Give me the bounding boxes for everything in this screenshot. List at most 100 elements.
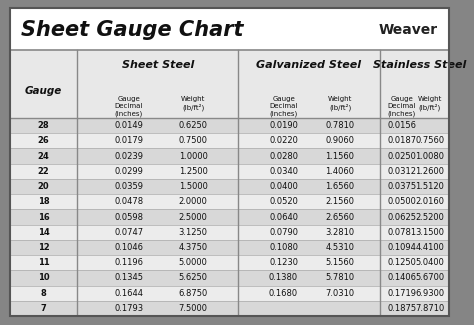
Text: 0.0239: 0.0239 — [114, 151, 144, 161]
Text: 2.5000: 2.5000 — [179, 213, 208, 222]
Text: 0.0250: 0.0250 — [388, 151, 417, 161]
Text: 1.2500: 1.2500 — [179, 167, 208, 176]
Bar — [9, 194, 449, 209]
Text: 8: 8 — [41, 289, 46, 298]
Text: 1.2600: 1.2600 — [415, 167, 445, 176]
Text: 5.6700: 5.6700 — [415, 273, 445, 282]
Text: Sheet Steel: Sheet Steel — [122, 60, 194, 70]
Bar — [9, 225, 449, 240]
Text: 7.0310: 7.0310 — [326, 289, 355, 298]
Text: 0.0190: 0.0190 — [269, 121, 298, 130]
Text: 2.5200: 2.5200 — [415, 213, 444, 222]
Text: 28: 28 — [38, 121, 49, 130]
Text: 0.9060: 0.9060 — [326, 136, 355, 145]
Bar — [9, 118, 449, 133]
Text: Galvanized Steel: Galvanized Steel — [256, 60, 362, 70]
Text: 0.0520: 0.0520 — [269, 197, 298, 206]
Text: Weight
(lb/ft²): Weight (lb/ft²) — [328, 96, 352, 111]
Text: 0.1196: 0.1196 — [114, 258, 144, 267]
Text: Gauge
Decimal
(inches): Gauge Decimal (inches) — [269, 96, 298, 117]
Text: 0.0375: 0.0375 — [387, 182, 417, 191]
Bar — [9, 286, 449, 301]
Text: 5.0400: 5.0400 — [415, 258, 444, 267]
Text: 0.1080: 0.1080 — [269, 243, 298, 252]
Text: Weaver: Weaver — [379, 23, 438, 37]
Text: 1.1560: 1.1560 — [326, 151, 355, 161]
Text: 0.0312: 0.0312 — [387, 167, 417, 176]
Text: 0.0781: 0.0781 — [387, 228, 417, 237]
Text: 1.0080: 1.0080 — [415, 151, 445, 161]
Text: 10: 10 — [38, 273, 49, 282]
Text: 0.0149: 0.0149 — [115, 121, 143, 130]
Text: 0.0179: 0.0179 — [114, 136, 144, 145]
Text: 0.0220: 0.0220 — [269, 136, 298, 145]
Text: 0.1719: 0.1719 — [387, 289, 417, 298]
Text: 0.0299: 0.0299 — [115, 167, 143, 176]
Text: Weight
(lb/ft²): Weight (lb/ft²) — [418, 96, 442, 111]
Text: 1.6560: 1.6560 — [326, 182, 355, 191]
Text: 0.0359: 0.0359 — [114, 182, 144, 191]
Text: 0.7560: 0.7560 — [415, 136, 445, 145]
Text: 0.1380: 0.1380 — [269, 273, 298, 282]
Bar — [9, 240, 449, 255]
Text: 0.7500: 0.7500 — [179, 136, 208, 145]
Bar — [9, 149, 449, 164]
Bar — [9, 209, 449, 225]
Text: Gauge: Gauge — [25, 86, 62, 96]
Text: 2.0000: 2.0000 — [179, 197, 208, 206]
Text: 26: 26 — [38, 136, 49, 145]
Text: 11: 11 — [38, 258, 49, 267]
Text: 1.5000: 1.5000 — [179, 182, 208, 191]
Text: 3.1500: 3.1500 — [415, 228, 445, 237]
Text: 0.1094: 0.1094 — [388, 243, 417, 252]
Text: 0.1345: 0.1345 — [114, 273, 144, 282]
Text: 0.6250: 0.6250 — [179, 121, 208, 130]
Text: 20: 20 — [38, 182, 49, 191]
Text: 0.0156: 0.0156 — [387, 121, 417, 130]
Text: 0.1793: 0.1793 — [114, 304, 144, 313]
Text: 3.1250: 3.1250 — [179, 228, 208, 237]
Text: 16: 16 — [38, 213, 49, 222]
Text: 0.0640: 0.0640 — [269, 213, 298, 222]
Text: 0.0340: 0.0340 — [269, 167, 298, 176]
Text: 5.1560: 5.1560 — [326, 258, 355, 267]
Text: 3.2810: 3.2810 — [326, 228, 355, 237]
Text: 0.1230: 0.1230 — [269, 258, 298, 267]
Text: 0.0747: 0.0747 — [114, 228, 144, 237]
Text: 7: 7 — [41, 304, 46, 313]
Text: Sheet Gauge Chart: Sheet Gauge Chart — [21, 20, 244, 40]
Text: 0.1875: 0.1875 — [387, 304, 417, 313]
Bar — [9, 301, 449, 316]
Text: 0.0598: 0.0598 — [114, 213, 144, 222]
Text: 0.1250: 0.1250 — [388, 258, 417, 267]
Text: 7.8710: 7.8710 — [415, 304, 445, 313]
Text: 0.0790: 0.0790 — [269, 228, 298, 237]
Bar — [9, 50, 449, 118]
Text: 5.0000: 5.0000 — [179, 258, 208, 267]
Bar — [9, 179, 449, 194]
Text: Gauge
Decimal
(inches): Gauge Decimal (inches) — [388, 96, 416, 117]
Text: 2.1560: 2.1560 — [326, 197, 355, 206]
Text: 4.3750: 4.3750 — [179, 243, 208, 252]
Text: 24: 24 — [38, 151, 49, 161]
Text: Gauge
Decimal
(inches): Gauge Decimal (inches) — [115, 96, 143, 117]
Text: 12: 12 — [38, 243, 49, 252]
Text: 0.0280: 0.0280 — [269, 151, 298, 161]
Text: 2.0160: 2.0160 — [415, 197, 445, 206]
Text: 6.8750: 6.8750 — [179, 289, 208, 298]
Text: 0.0187: 0.0187 — [387, 136, 417, 145]
Text: 5.7810: 5.7810 — [326, 273, 355, 282]
Text: 1.4060: 1.4060 — [326, 167, 355, 176]
Text: 1.0000: 1.0000 — [179, 151, 208, 161]
Text: 7.5000: 7.5000 — [179, 304, 208, 313]
Text: Weight
(lb/ft²): Weight (lb/ft²) — [181, 96, 205, 111]
Text: 0.0400: 0.0400 — [269, 182, 298, 191]
Text: 0.1680: 0.1680 — [269, 289, 298, 298]
Text: 0.1046: 0.1046 — [114, 243, 144, 252]
Text: 1.5120: 1.5120 — [415, 182, 444, 191]
Bar — [9, 270, 449, 286]
Text: 5.6250: 5.6250 — [179, 273, 208, 282]
Text: 18: 18 — [38, 197, 49, 206]
Text: 4.4100: 4.4100 — [415, 243, 444, 252]
Bar — [9, 133, 449, 149]
